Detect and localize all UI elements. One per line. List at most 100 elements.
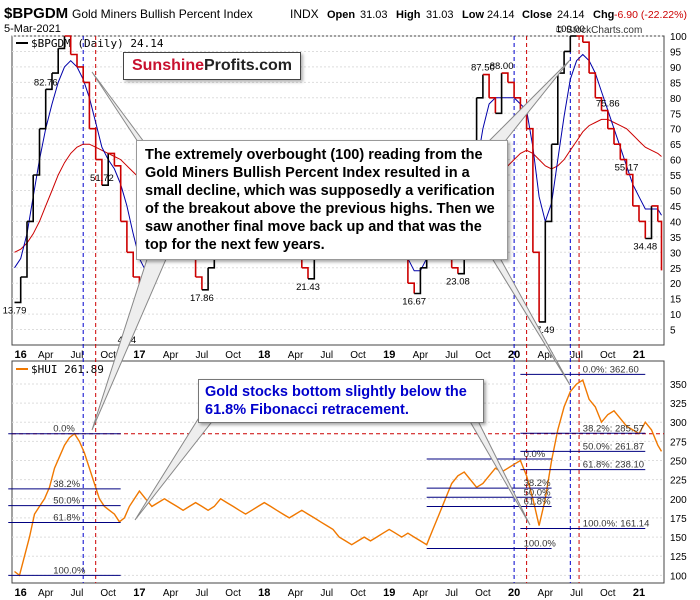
- fib-label-2-3: 61.8%: 238.10: [583, 460, 644, 471]
- hui-legend: $HUI 261.89: [16, 363, 104, 376]
- price-segment-15: [101, 153, 109, 186]
- price-tick-label-16: 85: [670, 78, 682, 89]
- price-label-8: 87.50: [471, 63, 495, 74]
- price-segment-100: [632, 205, 640, 222]
- price-segment-6: [45, 73, 53, 91]
- hui-tick-label-9: 325: [670, 399, 687, 410]
- price-segment-17: [114, 165, 122, 222]
- price-x-label-6: Jul: [195, 350, 208, 361]
- price-x-label-20: 21: [633, 349, 645, 361]
- price-label-6: 16.67: [402, 296, 426, 307]
- hui-tick-label-5: 225: [670, 476, 687, 487]
- hui-x-label-7: Oct: [225, 588, 241, 599]
- price-tick-label-7: 40: [670, 217, 682, 228]
- price-segment-76: [482, 73, 490, 98]
- price-x-label-17: Apr: [538, 350, 554, 361]
- price-segment-89: [564, 36, 572, 53]
- price-x-label-8: 18: [258, 349, 270, 361]
- price-segment-96: [607, 127, 615, 145]
- hui-x-label-8: 18: [258, 587, 270, 599]
- price-x-label-1: Apr: [38, 350, 54, 361]
- price-label-7: 23.08: [446, 277, 470, 288]
- hui-series: [14, 379, 663, 577]
- price-segment-1: [14, 277, 22, 304]
- price-segment-99: [626, 173, 634, 206]
- hui-x-label-11: Oct: [350, 588, 366, 599]
- price-segment-30: [195, 276, 203, 290]
- price-tick-label-0: 5: [670, 326, 676, 337]
- hui-tick-label-10: 350: [670, 380, 687, 391]
- exchange-text: INDX: [290, 7, 319, 21]
- price-x-axis: 16 Apr Jul Oct 17 Apr Jul Oct 18 Apr Jul Oct 19 Apr Ju…: [14, 349, 645, 361]
- hui-x-label-3: Oct: [100, 588, 116, 599]
- fib-label-2-1: 38.2%: 285.57: [583, 423, 644, 434]
- price-segment-97: [614, 143, 622, 160]
- open-value: 31.03: [360, 9, 388, 21]
- price-x-label-11: Oct: [350, 350, 366, 361]
- price-segment-83: [526, 127, 534, 253]
- fib-label-1-1: 38.2%: [524, 478, 551, 489]
- price-segment-8: [58, 36, 66, 50]
- brand-part1: Sunshine: [131, 57, 204, 74]
- price-tick-label-17: 90: [670, 63, 682, 74]
- price-segment-78: [495, 73, 503, 115]
- high-value: 31.03: [426, 9, 454, 21]
- hui-x-axis: 16 Apr Jul Oct 17 Apr Jul Oct 18 Apr Jul Oct 19 Apr Ju…: [14, 587, 645, 599]
- price-x-label-18: Jul: [570, 350, 583, 361]
- hui-line: [14, 379, 663, 577]
- price-tick-label-3: 20: [670, 279, 682, 290]
- price-label-9: 88.00: [490, 61, 514, 72]
- hui-x-label-5: Apr: [163, 588, 179, 599]
- fib-label-1-2: 50.0%: [524, 487, 551, 498]
- price-segment-103: [651, 205, 659, 222]
- fib-label-0-0: 0.0%: [53, 424, 75, 435]
- price-label-2: 51.72: [90, 173, 114, 184]
- price-tick-label-14: 75: [670, 109, 682, 120]
- hui-x-label-17: Apr: [538, 588, 554, 599]
- price-tick-label-8: 45: [670, 202, 682, 213]
- open-label: Open: [327, 9, 355, 21]
- watermark-text: © StockCharts.com: [556, 25, 642, 36]
- price-x-label-5: Apr: [163, 350, 179, 361]
- price-segment-4: [33, 128, 41, 176]
- price-x-label-4: 17: [133, 349, 145, 361]
- low-label: Low: [462, 9, 484, 21]
- hui-x-label-16: 20: [508, 587, 520, 599]
- hui-x-label-13: Apr: [413, 588, 429, 599]
- index-name: Gold Miners Bullish Percent Index: [72, 7, 253, 21]
- price-segment-16: [108, 152, 116, 166]
- price-segment-19: [126, 251, 134, 277]
- price-segment-7: [52, 48, 59, 74]
- price-segment-3: [27, 175, 34, 223]
- price-segment-80: [507, 81, 515, 98]
- price-panel-y-ticks: 5 10 15 20 25 30 35 40 45 50 55 60 65 70 75 80 85 90 95 100: [670, 32, 687, 337]
- fib-label-2-0: 0.0%: 362.60: [583, 364, 639, 375]
- ohlc-row: Open 31.03 High 31.03 Low 24.14 Close 24…: [327, 9, 687, 21]
- hui-x-label-6: Jul: [195, 588, 208, 599]
- close-label: Close: [522, 9, 552, 21]
- price-label-10: 7.49: [536, 325, 555, 336]
- price-x-label-9: Apr: [288, 350, 304, 361]
- high-label: High: [396, 9, 421, 21]
- callout-pointers: [91, 59, 571, 526]
- price-segment-9: [64, 35, 72, 55]
- fib-label-0-3: 61.8%: [53, 513, 80, 524]
- price-tick-label-5: 30: [670, 248, 682, 259]
- price-x-label-13: Apr: [413, 350, 429, 361]
- price-label-11: 100.00: [556, 24, 585, 35]
- fib-label-1-3: 61.8%: [524, 496, 551, 507]
- price-tick-label-9: 50: [670, 187, 682, 198]
- price-segment-98: [620, 158, 628, 175]
- price-x-label-15: Oct: [475, 350, 491, 361]
- vertical-markers: [12, 36, 664, 583]
- hui-x-label-9: Apr: [288, 588, 304, 599]
- price-segment-86: [545, 144, 553, 223]
- price-segment-102: [645, 205, 653, 240]
- price-tick-label-1: 10: [670, 310, 682, 321]
- fib-label-1-4: 100.0%: [524, 539, 557, 550]
- hui-tick-label-2: 150: [670, 533, 687, 544]
- price-segment-81: [514, 97, 522, 114]
- hui-x-label-4: 17: [133, 587, 145, 599]
- hui-legend-label: $HUI 261.89: [31, 363, 104, 376]
- hui-tick-label-7: 275: [670, 437, 687, 448]
